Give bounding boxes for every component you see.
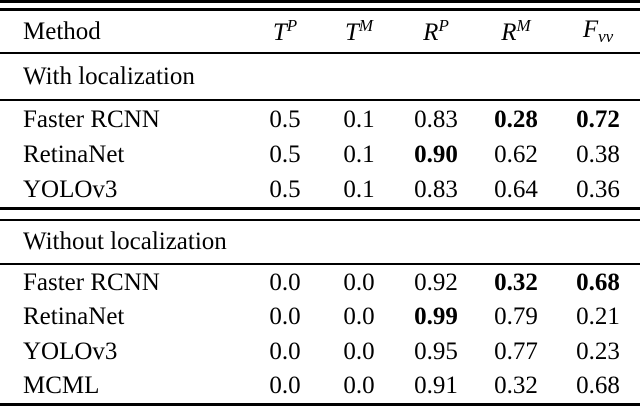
value-cell: 0.5	[269, 105, 301, 133]
table-top-double-rule	[0, 0, 640, 11]
math-superscript: M	[516, 16, 531, 35]
value-cell: 0.90	[414, 140, 458, 168]
value-cell: 0.21	[576, 303, 620, 331]
value-cell: 0.0	[343, 371, 375, 399]
column-header-rm: RM	[476, 16, 556, 47]
value-cell: 0.72	[576, 105, 620, 133]
value-cell: 0.83	[414, 175, 458, 203]
method-cell: RetinaNet	[23, 140, 125, 168]
value-cell: 0.5	[269, 140, 301, 168]
value-cell: 0.77	[494, 337, 538, 365]
value-cell: 0.0	[343, 303, 375, 331]
table-header-row: Method TP TM RP RM Fvv	[0, 11, 640, 52]
value-cell: 0.91	[414, 371, 458, 399]
method-cell: Faster RCNN	[23, 105, 160, 133]
method-cell: MCML	[23, 371, 100, 399]
value-cell: 0.32	[494, 269, 538, 297]
value-cell: 0.0	[269, 269, 301, 297]
table-row: Faster RCNN 0.0 0.0 0.92 0.32 0.68	[0, 266, 640, 300]
section-label: With localization	[23, 63, 195, 90]
math-symbol: R	[423, 19, 439, 46]
section-1-rows: Faster RCNN 0.5 0.1 0.83 0.28 0.72 Retin…	[0, 102, 640, 207]
table-row: RetinaNet 0.5 0.1 0.90 0.62 0.38	[0, 137, 640, 172]
section-2-rows: Faster RCNN 0.0 0.0 0.92 0.32 0.68 Retin…	[0, 266, 640, 403]
section-rule	[0, 263, 640, 266]
method-cell: YOLOv3	[23, 337, 118, 365]
value-cell: 0.0	[269, 303, 301, 331]
method-cell: YOLOv3	[23, 175, 118, 203]
value-cell: 0.99	[414, 303, 458, 331]
table-row: YOLOv3 0.0 0.0 0.95 0.77 0.23	[0, 335, 640, 369]
math-symbol: R	[501, 19, 517, 46]
section-divider-double-rule	[0, 207, 640, 221]
value-cell: 0.0	[343, 269, 375, 297]
column-header-tp: TP	[248, 16, 322, 47]
math-superscript: P	[286, 16, 298, 35]
value-cell: 0.1	[343, 105, 375, 133]
value-cell: 0.5	[269, 175, 301, 203]
value-cell: 0.79	[494, 303, 538, 331]
value-cell: 0.28	[494, 105, 538, 133]
table-row: MCML 0.0 0.0 0.91 0.32 0.68	[0, 369, 640, 403]
column-header-fvv: Fvv	[556, 16, 640, 47]
value-cell: 0.95	[414, 337, 458, 365]
value-cell: 0.38	[576, 140, 620, 168]
section-rule	[0, 99, 640, 102]
section-header-with-localization: With localization	[0, 55, 640, 99]
value-cell: 0.92	[414, 269, 458, 297]
value-cell: 0.23	[576, 337, 620, 365]
math-superscript: M	[358, 16, 374, 35]
value-cell: 0.62	[494, 140, 538, 168]
value-cell: 0.83	[414, 105, 458, 133]
section-label: Without localization	[23, 228, 227, 255]
value-cell: 0.32	[494, 371, 538, 399]
math-symbol: F	[582, 16, 599, 43]
value-cell: 0.1	[343, 175, 375, 203]
value-cell: 0.0	[269, 337, 301, 365]
value-cell: 0.68	[576, 371, 620, 399]
value-cell: 0.1	[343, 140, 375, 168]
math-symbol: T	[272, 19, 287, 46]
math-subscript: vv	[598, 27, 614, 46]
math-symbol: T	[344, 19, 359, 46]
table-row: YOLOv3 0.5 0.1 0.83 0.64 0.36	[0, 172, 640, 207]
value-cell: 0.36	[576, 175, 620, 203]
math-superscript: P	[438, 16, 449, 35]
value-cell: 0.0	[343, 337, 375, 365]
table-row: RetinaNet 0.0 0.0 0.99 0.79 0.21	[0, 300, 640, 334]
value-cell: 0.68	[576, 269, 620, 297]
value-cell: 0.0	[269, 371, 301, 399]
method-cell: RetinaNet	[23, 303, 125, 331]
table-bottom-rule	[0, 403, 640, 406]
value-cell: 0.64	[494, 175, 538, 203]
table-row: Faster RCNN 0.5 0.1 0.83 0.28 0.72	[0, 102, 640, 137]
method-cell: Faster RCNN	[23, 269, 160, 297]
column-header-tm: TM	[322, 16, 396, 47]
column-header-method: Method	[23, 17, 101, 45]
column-header-rp: RP	[396, 16, 476, 47]
section-header-without-localization: Without localization	[0, 221, 640, 263]
header-bottom-rule	[0, 52, 640, 55]
